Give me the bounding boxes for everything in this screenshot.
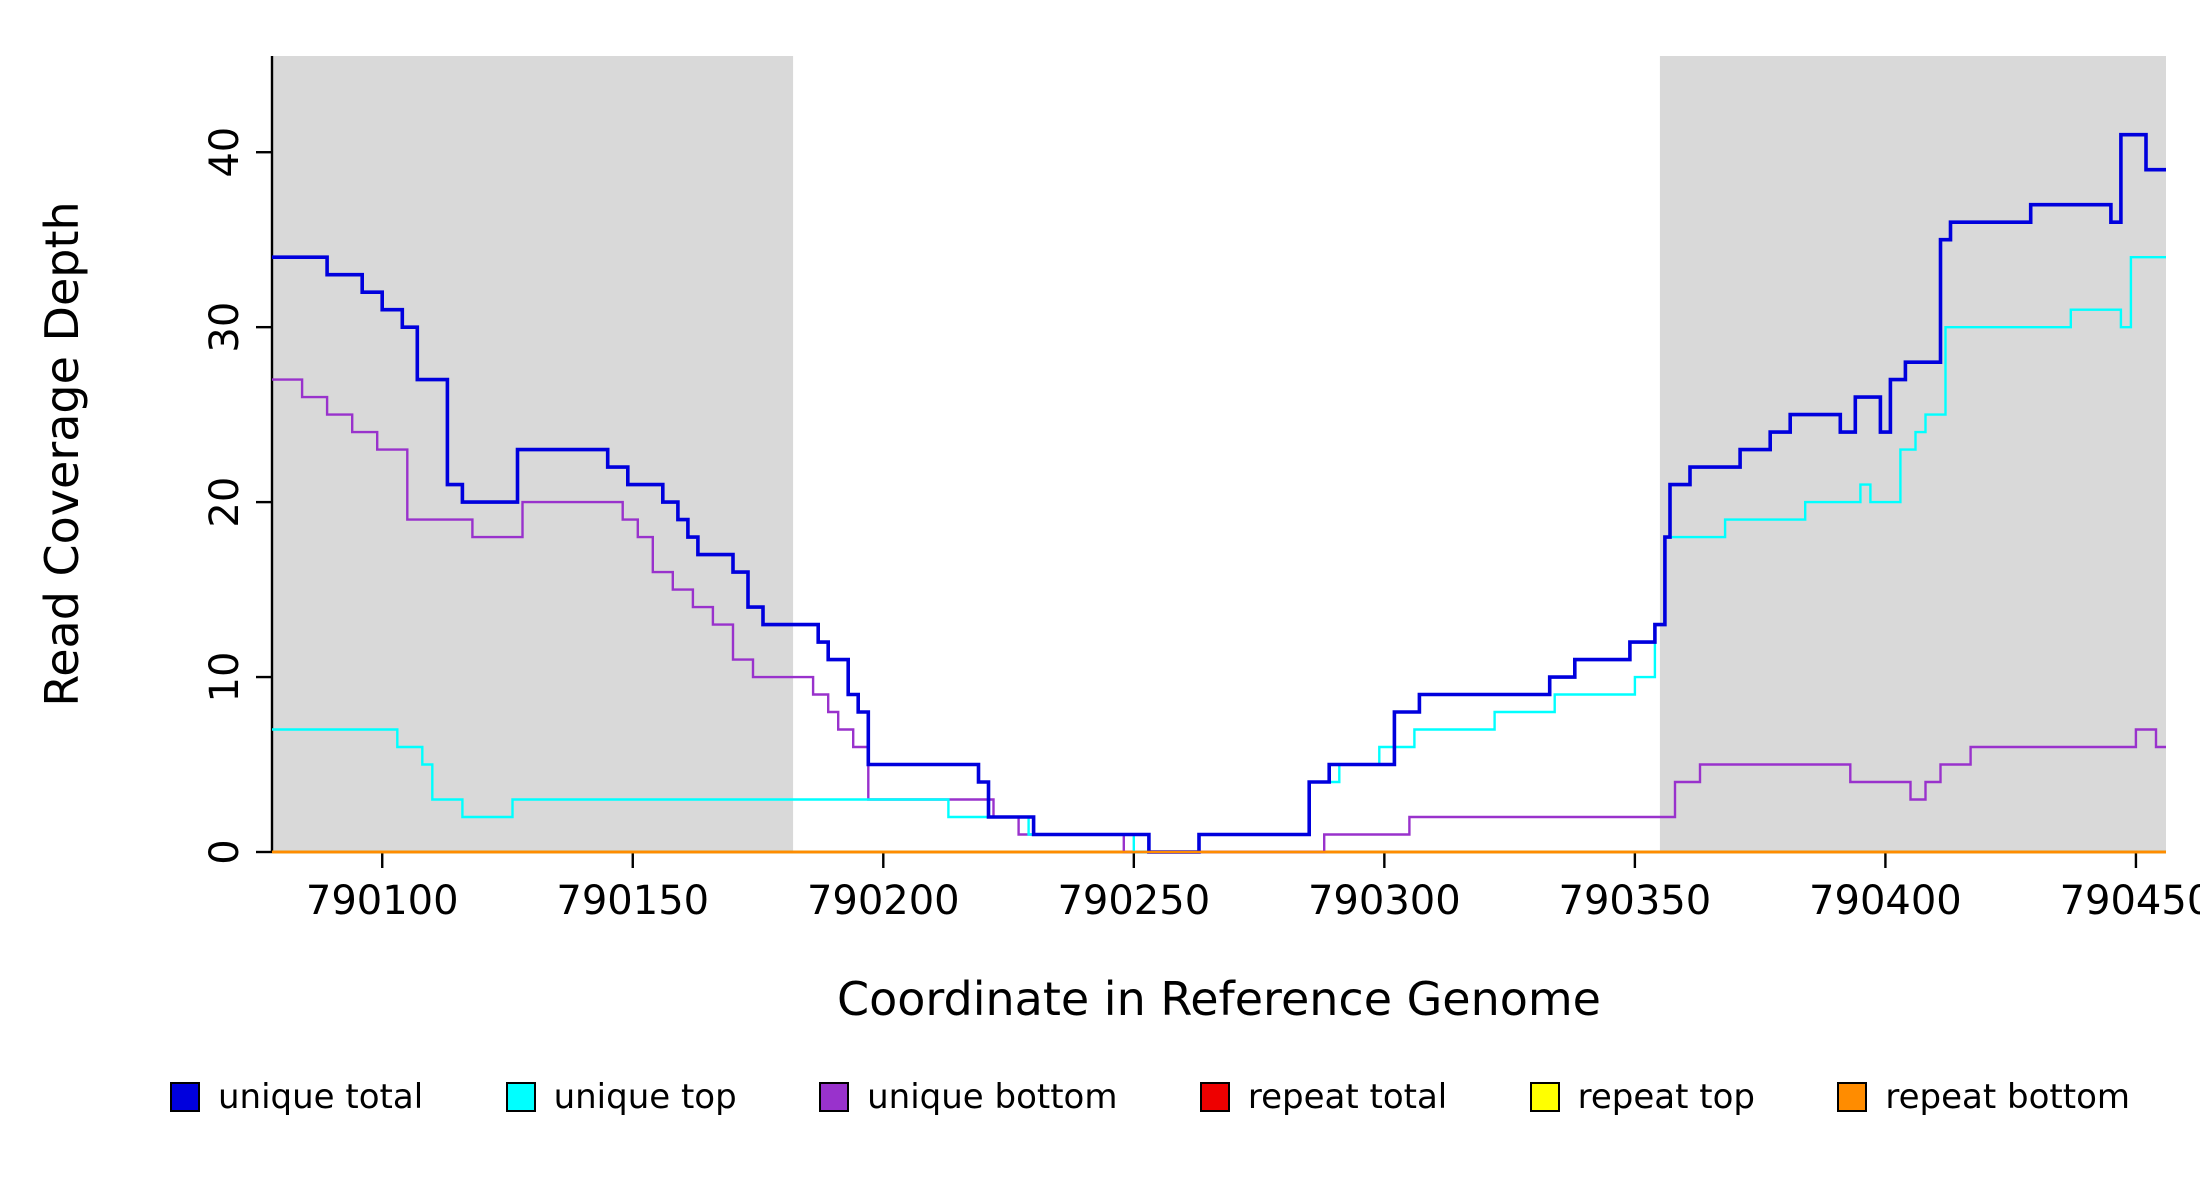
legend-item-unique-top: unique top (505, 1077, 737, 1117)
legend-swatch-repeat-total (1199, 1082, 1230, 1112)
legend-item-unique-bottom: unique bottom (819, 1077, 1117, 1117)
x-tick-label: 790450 (2060, 878, 2200, 924)
x-tick-label: 790400 (1809, 878, 1962, 924)
legend-label: unique total (218, 1077, 424, 1117)
x-tick-label: 790200 (807, 878, 960, 924)
x-axis-title: Coordinate in Reference Genome (837, 972, 1601, 1026)
legend-swatch-repeat-bottom (1837, 1082, 1868, 1112)
y-tick-label: 20 (202, 477, 248, 528)
x-tick-label: 790100 (306, 878, 459, 924)
x-tick-label: 790250 (1057, 878, 1210, 924)
y-tick-label: 30 (202, 302, 248, 353)
legend-swatch-unique-total (170, 1082, 200, 1112)
legend: unique total unique top unique bottom repea… (0, 1067, 2200, 1117)
legend-label: repeat total (1247, 1077, 1448, 1117)
series-unique-bottom (272, 378, 2166, 854)
y-axis-title: Read Coverage Depth (35, 201, 89, 706)
coverage-plot: 0 10 20 30 40 790100 790150 790200 790250 790300 7… (35, 56, 2200, 1026)
legend-item-unique-total: unique total (170, 1077, 423, 1117)
x-tick-label: 790150 (556, 878, 709, 924)
legend-item-repeat-total: repeat total (1199, 1077, 1448, 1117)
legend-item-repeat-bottom: repeat bottom (1837, 1077, 2130, 1117)
legend-swatch-repeat-top (1529, 1082, 1560, 1112)
shaded-region-1 (272, 56, 794, 852)
y-tick-label: 0 (202, 839, 248, 864)
legend-swatch-unique-bottom (819, 1082, 850, 1112)
y-tick-label: 10 (202, 652, 248, 703)
y-tick-label: 40 (202, 127, 248, 178)
shaded-region-2 (1659, 56, 2166, 852)
legend-swatch-unique-top (505, 1082, 536, 1112)
legend-label: unique top (553, 1077, 737, 1117)
legend-label: repeat bottom (1885, 1077, 2130, 1117)
legend-item-repeat-top: repeat top (1529, 1077, 1755, 1117)
legend-label: repeat top (1577, 1077, 1755, 1117)
x-tick-label: 790300 (1308, 878, 1461, 924)
series-unique-top (272, 256, 2166, 854)
x-tick-label: 790350 (1559, 878, 1712, 924)
legend-label: unique bottom (867, 1077, 1118, 1117)
